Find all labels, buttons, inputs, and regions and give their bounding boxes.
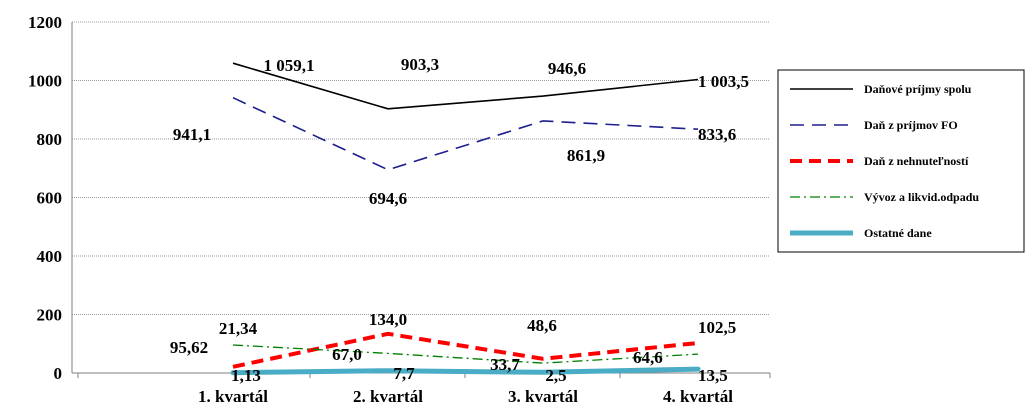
legend-label: Daň z príjmov FO	[864, 118, 958, 132]
data-label: 102,5	[698, 318, 736, 337]
y-tick-label: 1200	[28, 13, 62, 32]
y-tick-label: 1000	[28, 72, 62, 91]
y-tick-label: 200	[37, 306, 63, 325]
data-label: 833,6	[698, 125, 736, 144]
data-label: 903,3	[401, 55, 439, 74]
data-label: 7,7	[393, 364, 415, 383]
y-axis: 0 200 400 600 800 1000 1200	[28, 13, 73, 383]
data-label: 48,6	[527, 316, 557, 335]
data-label: 941,1	[173, 125, 211, 144]
legend-label: Vývoz a likvid.odpadu	[864, 190, 979, 204]
legend-label: Daň z nehnuteľností	[864, 154, 969, 168]
data-label: 95,62	[170, 338, 208, 357]
data-label: 64,6	[633, 348, 663, 367]
y-tick-label: 800	[37, 130, 63, 149]
legend-label: Ostatné dane	[864, 226, 932, 240]
x-tick-label: 1. kvartál	[198, 387, 268, 406]
x-tick-label: 4. kvartál	[663, 387, 733, 406]
data-label: 1,13	[231, 366, 261, 385]
legend-label: Daňové príjmy spolu	[864, 82, 972, 96]
data-label: 13,5	[698, 366, 728, 385]
series-line-5	[230, 366, 701, 376]
data-label: 21,34	[219, 319, 258, 338]
gridlines	[72, 21, 770, 315]
data-label: 1 059,1	[264, 56, 315, 75]
series-lines	[230, 62, 701, 376]
data-label: 134,0	[369, 310, 407, 329]
series-line-3	[232, 331, 699, 369]
x-axis: 1. kvartál 2. kvartál 3. kvartál 4. kvartál	[72, 372, 771, 406]
data-label: 67,0	[332, 345, 362, 364]
series-line-2	[232, 96, 699, 171]
data-label: 694,6	[369, 189, 407, 208]
x-tick-label: 3. kvartál	[508, 387, 578, 406]
y-tick-label: 400	[37, 247, 63, 266]
series-line-4	[232, 344, 699, 364]
y-tick-label: 600	[37, 189, 63, 208]
data-label: 1 003,5	[698, 72, 749, 91]
data-label: 946,6	[548, 59, 586, 78]
data-label: 861,9	[567, 146, 605, 165]
series-line-1	[232, 62, 699, 110]
x-tick-label: 2. kvartál	[353, 387, 423, 406]
legend: Daňové príjmy spolu Daň z príjmov FO Daň z…	[777, 69, 1025, 253]
data-labels: 1 059,1 903,3 946,6 1 003,5 941,1 694,6 861,9 8…	[170, 55, 749, 385]
y-tick-label: 0	[54, 364, 63, 383]
data-label: 33,7	[490, 355, 520, 374]
data-label: 2,5	[545, 366, 566, 385]
